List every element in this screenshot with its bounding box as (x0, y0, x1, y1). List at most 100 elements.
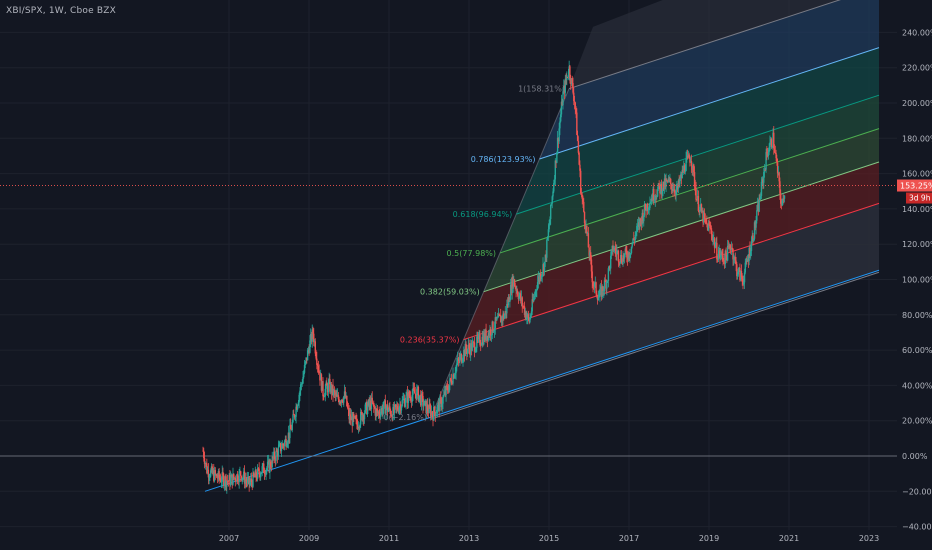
candle-body (763, 172, 765, 183)
candle-body (303, 364, 306, 373)
x-axis[interactable]: 2007 2009 2011 2013 2015 2017 2019 2021 2023 (219, 534, 879, 543)
candle-body (424, 400, 427, 402)
candle-body (547, 229, 550, 237)
candle-body (475, 347, 477, 352)
candle-body (445, 386, 447, 396)
candle-body (663, 178, 666, 189)
candle-body (306, 350, 309, 361)
candle-body (403, 398, 406, 407)
candle-body (376, 410, 379, 414)
channel-baseline-offset[interactable] (430, 271, 880, 420)
candle-body (626, 251, 628, 258)
candle-body (219, 478, 222, 482)
candle-body (582, 198, 584, 202)
candle-body (320, 374, 323, 391)
channel-slant-edge[interactable] (430, 88, 570, 418)
y-axis[interactable]: −40.00% −20.00% 0.00% 20.00% 40.00% 60.00% 80.… (902, 28, 932, 531)
candle-body (216, 477, 219, 479)
candle-body (453, 374, 455, 379)
candle-body (219, 477, 221, 479)
candle-body (234, 477, 237, 481)
candle-body (441, 403, 443, 408)
candle-body (773, 132, 775, 149)
candle-body (495, 317, 497, 321)
candle-body (351, 416, 353, 426)
y-tick-label: 220.00% (902, 64, 932, 73)
candle-body (426, 404, 429, 412)
candle-body (343, 396, 345, 403)
candle-body (693, 172, 696, 187)
candle-body (289, 424, 291, 439)
candle-body (444, 391, 447, 396)
fib-level-line[interactable] (516, 94, 880, 215)
candle-body (590, 259, 593, 272)
candle-body (396, 406, 399, 410)
candle-body (246, 480, 248, 483)
candle-body (569, 66, 571, 79)
channel-baseline[interactable] (204, 269, 880, 492)
candle-body (584, 223, 587, 230)
candle-body (210, 466, 213, 471)
candle-body (646, 203, 649, 210)
fib-level-line[interactable] (499, 128, 880, 254)
fib-level-line[interactable] (463, 202, 880, 341)
candle-body (594, 282, 597, 284)
candle-body (206, 463, 208, 474)
candle-body (535, 290, 537, 292)
candle-body (423, 405, 425, 407)
candle-body (776, 162, 779, 174)
candle-body (693, 164, 695, 173)
candle-body (270, 466, 273, 468)
fib-level-line[interactable] (568, 0, 879, 90)
fib-level-line[interactable] (539, 47, 880, 160)
fib-level-line[interactable] (483, 161, 880, 293)
candle-body (282, 443, 284, 446)
fib-level-label: 0.5(77.98%) (447, 249, 496, 258)
fib-channel-lines[interactable] (204, 0, 880, 492)
candle-body (529, 317, 531, 323)
candle-body (226, 480, 228, 487)
candle-body (443, 394, 445, 397)
candle-body (453, 375, 456, 379)
candle-body (226, 480, 229, 482)
candle-body (256, 477, 258, 479)
candle-body (392, 407, 394, 420)
candle-body (669, 178, 672, 185)
candle-body (357, 426, 360, 429)
candle-body (613, 250, 615, 252)
candle-body (276, 451, 279, 457)
candle-body (416, 387, 419, 389)
candle-body (216, 474, 218, 478)
candle-body (676, 185, 679, 189)
candle-body (330, 384, 333, 394)
candle-body (440, 398, 443, 408)
channel-fill-band (463, 162, 879, 340)
candle-body (306, 357, 308, 361)
candle-body (596, 296, 599, 300)
candle-body (696, 196, 699, 201)
candle-body (585, 225, 587, 230)
candle-body (679, 174, 682, 180)
candle-body (394, 404, 397, 406)
candle-body (500, 316, 503, 323)
candle-body (761, 179, 763, 182)
candle-body (391, 415, 393, 420)
candle-body (470, 343, 473, 351)
candle-body (405, 395, 407, 403)
candle-body (514, 286, 517, 288)
candle-body (589, 252, 592, 260)
candle-body (639, 218, 642, 220)
candle-body (506, 304, 509, 306)
candle-body (610, 250, 613, 256)
candle-body (333, 390, 335, 396)
candle-body (629, 253, 632, 255)
candle-body (285, 438, 287, 447)
candle-body (362, 415, 364, 421)
candle-body (236, 474, 238, 482)
candle-body (659, 183, 662, 194)
candle-body (413, 389, 416, 394)
candle-body (643, 203, 646, 216)
candle-body (666, 180, 668, 181)
